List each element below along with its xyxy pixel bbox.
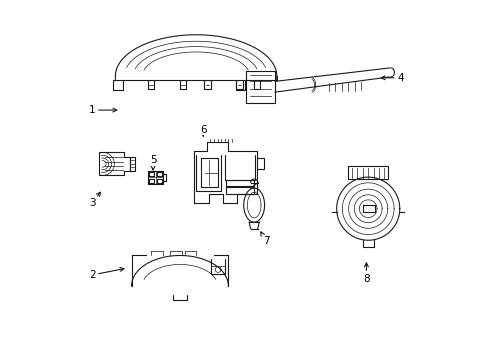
Text: 7: 7	[260, 232, 269, 246]
Text: 3: 3	[89, 192, 100, 208]
Text: 5: 5	[149, 155, 156, 170]
Text: 1: 1	[89, 105, 117, 115]
Text: 6: 6	[200, 125, 206, 136]
Text: 2: 2	[89, 267, 124, 280]
Text: 8: 8	[363, 263, 369, 284]
Text: 4: 4	[381, 73, 403, 83]
